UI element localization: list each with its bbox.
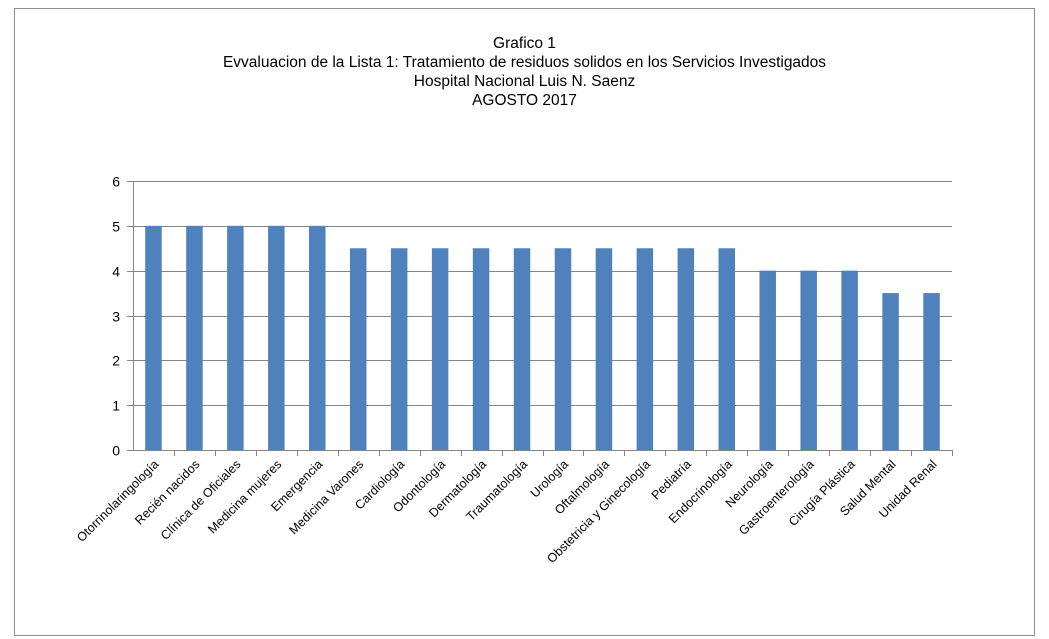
y-tick-label: 5 bbox=[112, 219, 120, 235]
bar bbox=[472, 248, 490, 450]
bar bbox=[268, 225, 285, 450]
bar bbox=[186, 225, 203, 450]
chart-title: Grafico 1 Evvaluacion de la Lista 1: Tra… bbox=[14, 34, 1035, 110]
bar bbox=[554, 248, 572, 450]
bar bbox=[759, 270, 776, 450]
y-tick-label: 3 bbox=[112, 309, 120, 325]
y-tick-labels: 0 1 2 3 4 5 6 bbox=[112, 174, 120, 459]
y-tick-label: 2 bbox=[112, 353, 120, 369]
chart-title-line-1: Grafico 1 bbox=[493, 35, 556, 52]
bar bbox=[595, 248, 613, 450]
gridlines bbox=[133, 181, 952, 406]
y-tick-label: 1 bbox=[112, 398, 120, 414]
bar bbox=[309, 225, 326, 450]
chart-title-line-3: Hospital Nacional Luis N. Saenz bbox=[413, 73, 636, 90]
bar bbox=[227, 225, 244, 450]
bar bbox=[677, 248, 695, 450]
bar bbox=[390, 248, 408, 450]
bar bbox=[349, 248, 367, 450]
x-tick-label: Gastroenterología bbox=[736, 457, 817, 538]
chart-title-line-2: Evvaluacion de la Lista 1: Tratamiento d… bbox=[222, 54, 827, 71]
bar bbox=[431, 248, 449, 450]
axes bbox=[127, 181, 953, 456]
bar bbox=[513, 248, 531, 450]
chart-title-line-4: AGOSTO 2017 bbox=[472, 92, 577, 109]
y-tick-label: 6 bbox=[112, 174, 120, 190]
bars bbox=[145, 225, 940, 450]
y-tick-label: 4 bbox=[112, 264, 120, 280]
bar bbox=[923, 293, 940, 450]
x-tick-label: Medicina mujeres bbox=[205, 457, 284, 536]
x-tick-label: Medicina Varones bbox=[286, 457, 366, 537]
bar bbox=[636, 248, 654, 450]
y-tick-label: 0 bbox=[112, 443, 120, 459]
bar bbox=[882, 293, 899, 450]
bar bbox=[800, 270, 817, 450]
bar bbox=[841, 270, 858, 450]
bar bbox=[145, 225, 162, 450]
bar bbox=[718, 248, 736, 450]
